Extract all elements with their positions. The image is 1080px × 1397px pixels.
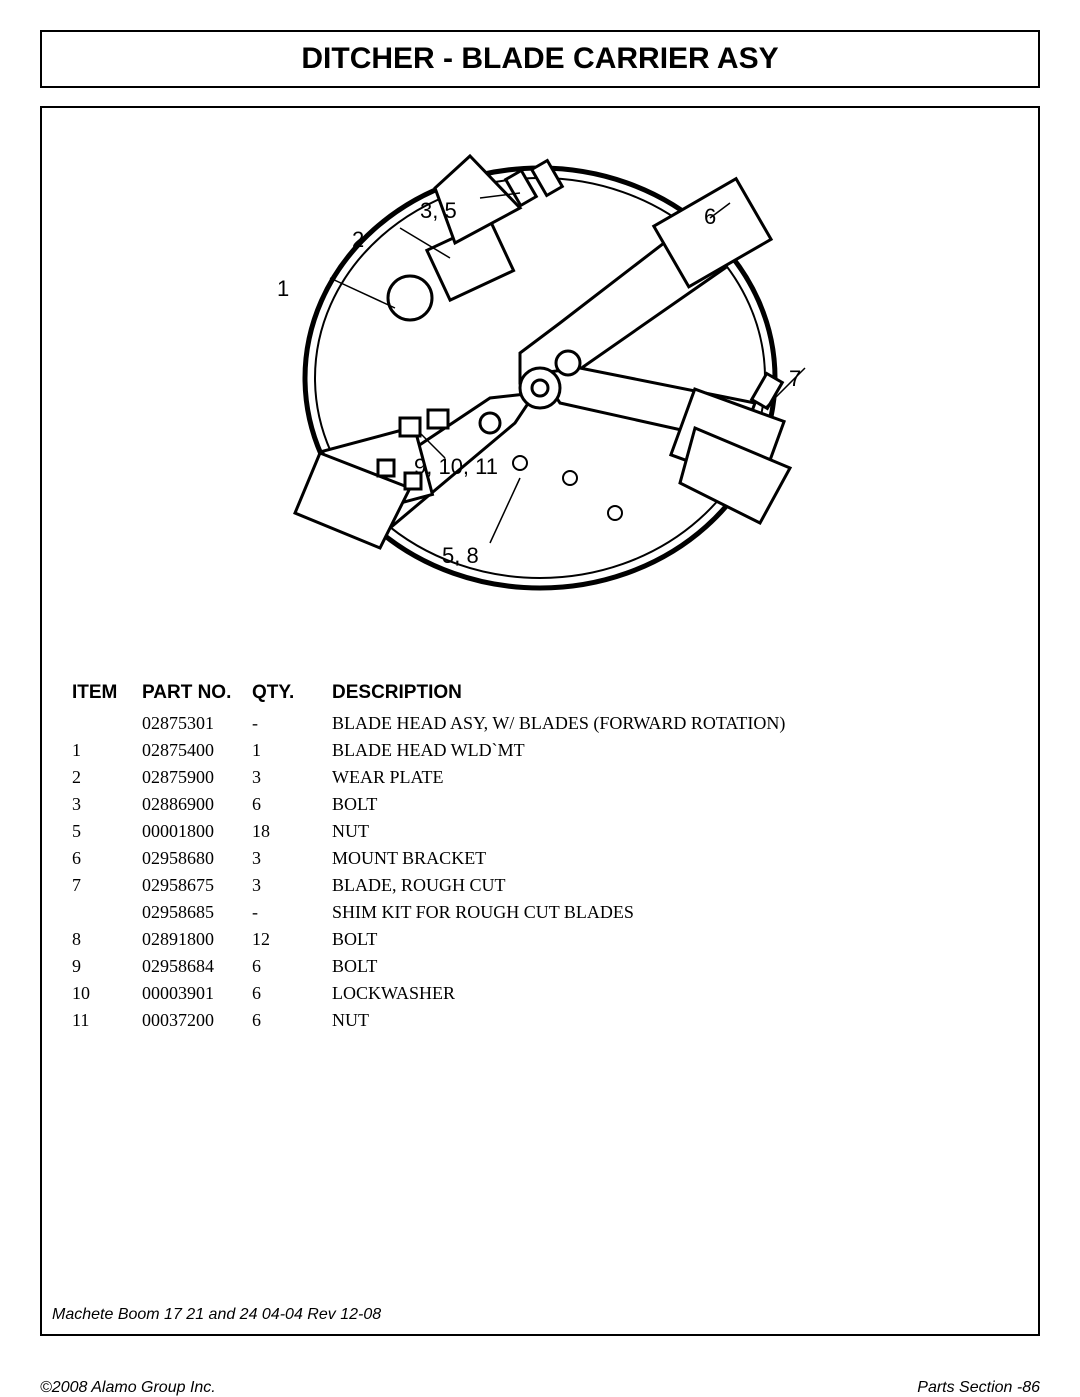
cell-part: 02875301 (142, 710, 252, 737)
table-row: 10000039016LOCKWASHER (72, 980, 972, 1007)
cell-desc: NUT (332, 1007, 972, 1034)
cell-item: 9 (72, 953, 142, 980)
cell-desc: BOLT (332, 791, 972, 818)
table-header-row: ITEM PART NO. QTY. DESCRIPTION (72, 678, 972, 710)
cell-desc: NUT (332, 818, 972, 845)
table-row: 2028759003WEAR PLATE (72, 764, 972, 791)
table-row: 7029586753BLADE, ROUGH CUT (72, 872, 972, 899)
exploded-diagram: 1 2 3, 5 6 7 9, 10, 11 5, 8 (42, 118, 1038, 618)
cell-qty: 3 (252, 872, 332, 899)
header-part-no: PART NO. (142, 678, 252, 710)
cell-item: 6 (72, 845, 142, 872)
callout-5-8: 5, 8 (442, 543, 479, 569)
cell-part: 00003901 (142, 980, 252, 1007)
content-box: 1 2 3, 5 6 7 9, 10, 11 5, 8 ITEM PART NO… (40, 106, 1040, 1336)
callout-3-5: 3, 5 (420, 198, 457, 224)
cell-qty: 6 (252, 791, 332, 818)
cell-qty: 6 (252, 980, 332, 1007)
table-row: 1028754001BLADE HEAD WLD`MT (72, 737, 972, 764)
cell-item: 2 (72, 764, 142, 791)
cell-qty: - (252, 899, 332, 926)
cell-qty: 6 (252, 953, 332, 980)
page-title-box: DITCHER - BLADE CARRIER ASY (40, 30, 1040, 88)
cell-desc: BOLT (332, 926, 972, 953)
cell-part: 02875400 (142, 737, 252, 764)
cell-desc: SHIM KIT FOR ROUGH CUT BLADES (332, 899, 972, 926)
table-row: 11000372006NUT (72, 1007, 972, 1034)
cell-item: 1 (72, 737, 142, 764)
table-row: 9029586846BOLT (72, 953, 972, 980)
table-row: 02958685-SHIM KIT FOR ROUGH CUT BLADES (72, 899, 972, 926)
copyright-text: ©2008 Alamo Group Inc. (40, 1379, 216, 1397)
cell-desc: MOUNT BRACKET (332, 845, 972, 872)
cell-qty: 12 (252, 926, 332, 953)
document-id: Machete Boom 17 21 and 24 04-04 Rev 12-0… (52, 1306, 381, 1324)
callout-2: 2 (352, 227, 364, 253)
callout-6: 6 (704, 204, 716, 230)
cell-qty: 18 (252, 818, 332, 845)
table-row: 80289180012BOLT (72, 926, 972, 953)
parts-table: ITEM PART NO. QTY. DESCRIPTION 02875301-… (72, 678, 972, 1034)
cell-part: 02875900 (142, 764, 252, 791)
cell-desc: LOCKWASHER (332, 980, 972, 1007)
cell-qty: - (252, 710, 332, 737)
cell-desc: BLADE HEAD ASY, W/ BLADES (FORWARD ROTAT… (332, 710, 972, 737)
cell-part: 02891800 (142, 926, 252, 953)
callout-7: 7 (789, 366, 801, 392)
cell-qty: 6 (252, 1007, 332, 1034)
table-row: 50000180018NUT (72, 818, 972, 845)
cell-item (72, 710, 142, 737)
table-row: 6029586803MOUNT BRACKET (72, 845, 972, 872)
cell-item: 8 (72, 926, 142, 953)
cell-part: 02958685 (142, 899, 252, 926)
cell-part: 00037200 (142, 1007, 252, 1034)
cell-qty: 1 (252, 737, 332, 764)
cell-qty: 3 (252, 764, 332, 791)
page-footer: ©2008 Alamo Group Inc. Parts Section -86 (40, 1379, 1040, 1397)
callout-9-10-11: 9, 10, 11 (414, 454, 498, 480)
header-description: DESCRIPTION (332, 678, 972, 710)
cell-item: 11 (72, 1007, 142, 1034)
cell-item: 3 (72, 791, 142, 818)
header-item: ITEM (72, 678, 142, 710)
page: DITCHER - BLADE CARRIER ASY (0, 0, 1080, 1397)
table-row: 3028869006BOLT (72, 791, 972, 818)
cell-part: 02958675 (142, 872, 252, 899)
section-text: Parts Section -86 (917, 1379, 1040, 1397)
cell-desc: WEAR PLATE (332, 764, 972, 791)
cell-item (72, 899, 142, 926)
cell-part: 02886900 (142, 791, 252, 818)
diagram-svg (260, 118, 820, 618)
table-row: 02875301-BLADE HEAD ASY, W/ BLADES (FORW… (72, 710, 972, 737)
cell-desc: BLADE, ROUGH CUT (332, 872, 972, 899)
callout-1: 1 (277, 276, 289, 302)
cell-part: 02958680 (142, 845, 252, 872)
page-title: DITCHER - BLADE CARRIER ASY (301, 42, 778, 75)
cell-qty: 3 (252, 845, 332, 872)
cell-desc: BLADE HEAD WLD`MT (332, 737, 972, 764)
cell-part: 02958684 (142, 953, 252, 980)
cell-item: 7 (72, 872, 142, 899)
cell-desc: BOLT (332, 953, 972, 980)
cell-item: 5 (72, 818, 142, 845)
header-qty: QTY. (252, 678, 332, 710)
cell-item: 10 (72, 980, 142, 1007)
cell-part: 00001800 (142, 818, 252, 845)
